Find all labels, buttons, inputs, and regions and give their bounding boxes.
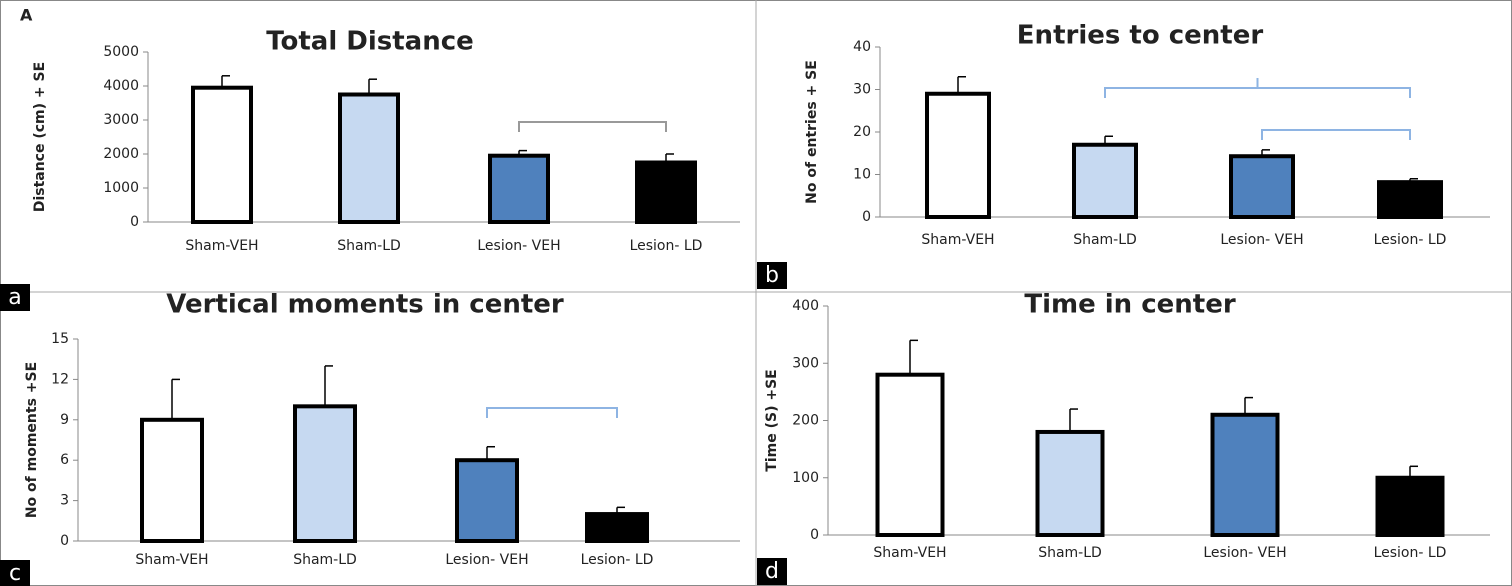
figure-label: A	[20, 6, 33, 25]
y-tick-label: 0	[60, 533, 69, 549]
x-tick-label: Lesion- LD	[1374, 232, 1447, 248]
significance-bracket	[518, 121, 667, 132]
significance-bracket	[1261, 129, 1411, 140]
x-tick-label: Sham-VEH	[873, 545, 946, 561]
y-tick-label: 5000	[103, 44, 139, 60]
y-tick-label: 10	[853, 167, 871, 183]
y-tick-label: 40	[853, 39, 871, 55]
x-tick-label: Lesion- VEH	[477, 238, 560, 254]
bar	[1210, 412, 1280, 537]
bar	[875, 372, 945, 538]
y-tick-label: 4000	[103, 78, 139, 94]
x-tick-label: Sham-LD	[1073, 232, 1137, 248]
x-tick-label: Lesion- VEH	[1220, 232, 1303, 248]
bar	[1229, 154, 1295, 220]
bar	[635, 160, 697, 224]
chart-title: Entries to center	[1017, 21, 1264, 51]
panel-label-box	[757, 558, 787, 585]
y-axis-label: Distance (cm) + SE	[32, 62, 48, 212]
x-tick-label: Lesion- VEH	[1203, 545, 1286, 561]
panel-label-box	[0, 560, 30, 586]
chart-title: Vertical moments in center	[166, 290, 564, 320]
y-tick-label: 0	[130, 214, 139, 230]
y-tick-label: 300	[792, 355, 819, 371]
x-tick-label: Sham-VEH	[921, 232, 994, 248]
bar	[191, 85, 253, 224]
y-tick-label: 100	[792, 470, 819, 486]
bar	[455, 458, 519, 544]
bar	[293, 404, 357, 544]
panel-label: b	[765, 263, 779, 288]
panel-label: a	[8, 285, 21, 310]
y-tick-label: 1000	[103, 180, 139, 196]
x-tick-label: Sham-VEH	[185, 238, 258, 254]
x-tick-label: Sham-LD	[337, 238, 401, 254]
y-tick-label: 9	[60, 412, 69, 428]
x-tick-label: Lesion- LD	[581, 552, 654, 568]
y-tick-label: 6	[60, 452, 69, 468]
chart-title: Time in center	[1024, 290, 1236, 320]
bar	[925, 91, 991, 219]
y-tick-label: 15	[51, 331, 69, 347]
y-tick-label: 30	[853, 82, 871, 98]
y-tick-label: 20	[853, 124, 871, 140]
y-tick-label: 0	[810, 527, 819, 543]
bar	[1035, 429, 1105, 538]
y-tick-label: 12	[51, 371, 69, 387]
y-tick-label: 400	[792, 298, 819, 314]
bar	[488, 153, 550, 224]
panel-label: d	[765, 559, 779, 584]
significance-bracket	[486, 407, 618, 418]
significance-bracket	[1104, 78, 1411, 98]
panel-label: c	[9, 561, 21, 586]
y-tick-label: 2000	[103, 146, 139, 162]
y-tick-label: 200	[792, 413, 819, 429]
bar	[1377, 180, 1443, 219]
x-tick-label: Sham-LD	[293, 552, 357, 568]
x-tick-label: Lesion- LD	[1374, 545, 1447, 561]
y-axis-label: Time (S) +SE	[764, 369, 780, 471]
x-tick-label: Sham-VEH	[135, 552, 208, 568]
y-axis-label: No of moments +SE	[24, 362, 40, 518]
bar	[338, 92, 400, 224]
bar	[585, 512, 649, 543]
x-tick-label: Lesion- VEH	[445, 552, 528, 568]
y-tick-label: 0	[862, 209, 871, 225]
y-axis-label: No of entries + SE	[804, 60, 820, 204]
bar	[1375, 475, 1445, 537]
x-tick-label: Sham-LD	[1038, 545, 1102, 561]
y-tick-label: 3	[60, 493, 69, 509]
bar	[140, 417, 204, 543]
y-tick-label: 3000	[103, 112, 139, 128]
chart-title: Total Distance	[266, 27, 474, 57]
panel-label-box	[757, 262, 787, 289]
x-tick-label: Lesion- LD	[630, 238, 703, 254]
panel-label-box	[0, 284, 30, 311]
bar	[1072, 142, 1138, 219]
